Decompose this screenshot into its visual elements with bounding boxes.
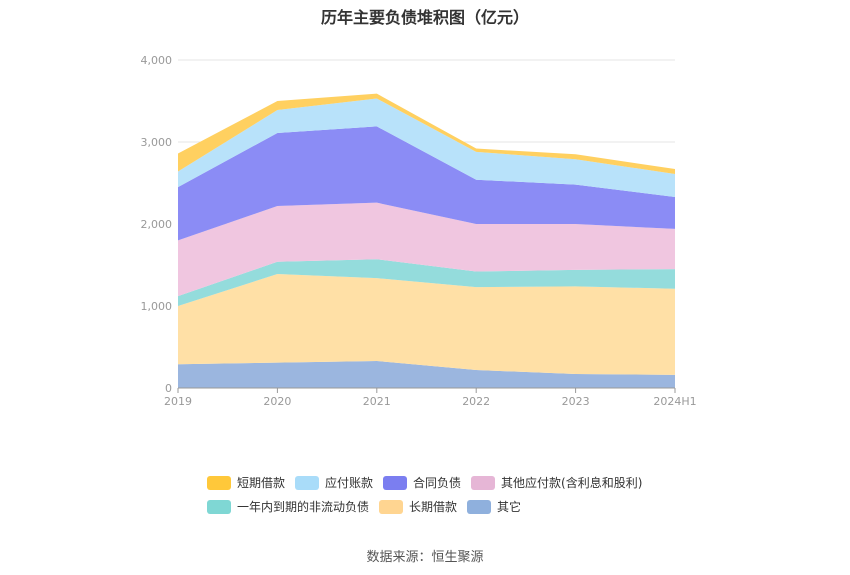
legend-item-contract-liabilities[interactable]: 合同负债 — [383, 474, 461, 491]
legend-item-accounts-payable[interactable]: 应付账款 — [295, 474, 373, 491]
chart-title: 历年主要负债堆积图（亿元） — [320, 8, 529, 27]
area-series — [178, 274, 675, 375]
legend-label: 其它 — [497, 500, 522, 514]
area-series — [178, 202, 675, 297]
x-tick-label: 2021 — [363, 395, 391, 408]
legend-label: 一年内到期的非流动负债 — [237, 500, 370, 514]
legend-label: 短期借款 — [237, 476, 286, 490]
legend-item-short-term-loans[interactable]: 短期借款 — [207, 474, 285, 491]
legend-row-1: 短期借款 应付账款 合同负债 其他应付款(含利息和股利) — [207, 474, 652, 491]
legend-swatch — [207, 499, 231, 514]
x-tick-label: 2024H1 — [653, 395, 696, 408]
legend-swatch — [379, 499, 404, 514]
x-tick-label: 2023 — [562, 395, 590, 408]
legend-label: 合同负债 — [413, 476, 462, 490]
data-source: 数据来源：恒生聚源 — [366, 550, 484, 565]
y-tick-label: 3,000 — [141, 136, 173, 149]
legend-item-current-portion-noncurrent[interactable]: 一年内到期的非流动负债 — [207, 498, 369, 515]
y-tick-label: 0 — [165, 382, 172, 395]
area-series — [178, 126, 675, 241]
x-tick-label: 2020 — [263, 395, 291, 408]
legend-swatch — [471, 475, 496, 490]
legend-item-other-payables[interactable]: 其他应付款(含利息和股利) — [471, 474, 642, 491]
y-tick-label: 2,000 — [141, 218, 173, 231]
legend-item-other[interactable]: 其它 — [467, 498, 521, 515]
area-series — [178, 98, 675, 197]
legend-label: 长期借款 — [409, 500, 458, 514]
legend-swatch — [207, 475, 231, 490]
area-series — [178, 93, 675, 174]
x-tick-label: 2019 — [164, 395, 192, 408]
area-series — [178, 259, 675, 306]
legend-label: 应付账款 — [325, 476, 374, 490]
legend-item-long-term-loans[interactable]: 长期借款 — [379, 498, 457, 515]
area-series — [178, 360, 675, 388]
legend-row-2: 一年内到期的非流动负债 长期借款 其它 — [207, 498, 531, 515]
legend-label: 其他应付款(含利息和股利) — [501, 476, 643, 490]
y-tick-label: 4,000 — [141, 54, 173, 67]
x-tick-label: 2022 — [462, 395, 490, 408]
legend-swatch — [467, 499, 492, 514]
y-tick-label: 1,000 — [141, 300, 173, 313]
legend-swatch — [295, 475, 320, 490]
legend-swatch — [383, 475, 408, 490]
stacked-area-chart: 0 1,000 2,000 3,000 4,000 2019 2020 2021 2022 202… — [141, 54, 697, 408]
